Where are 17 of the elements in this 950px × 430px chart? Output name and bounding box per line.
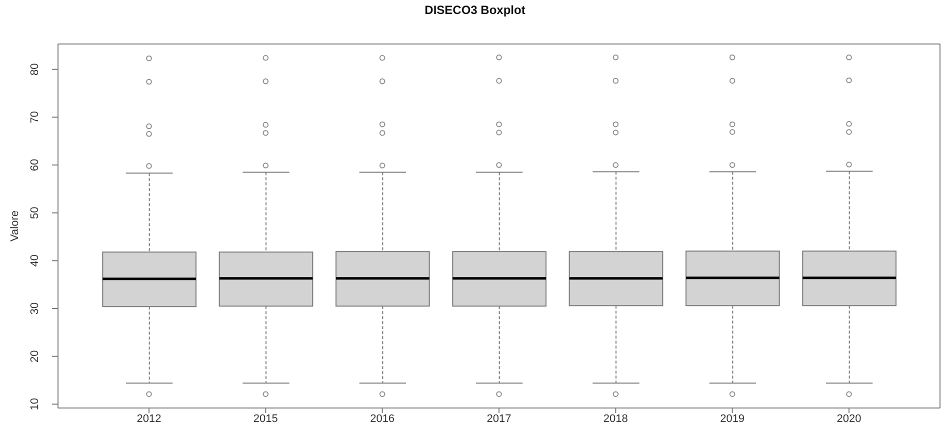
y-tick-label: 20 bbox=[29, 350, 41, 362]
y-tick-label: 60 bbox=[29, 158, 41, 172]
x-tick-label: 2019 bbox=[720, 412, 745, 425]
x-tick-label: 2017 bbox=[486, 412, 512, 425]
y-tick-label: 40 bbox=[29, 254, 41, 267]
y-tick-label: 30 bbox=[29, 302, 41, 315]
x-tick-label: 2015 bbox=[253, 412, 278, 425]
x-tick-label: 2018 bbox=[603, 412, 628, 425]
x-tick-label: 2016 bbox=[370, 412, 395, 425]
y-tick-label: 80 bbox=[29, 63, 41, 76]
y-tick-label: 50 bbox=[29, 206, 41, 219]
x-tick-label: 2012 bbox=[136, 412, 162, 425]
y-tick-label: 10 bbox=[29, 398, 41, 410]
y-axis-title: Valore bbox=[9, 210, 21, 242]
chart-title: DISECO3 Boxplot bbox=[424, 3, 526, 17]
x-tick-label: 2020 bbox=[836, 412, 862, 425]
y-tick-label: 70 bbox=[29, 111, 41, 124]
